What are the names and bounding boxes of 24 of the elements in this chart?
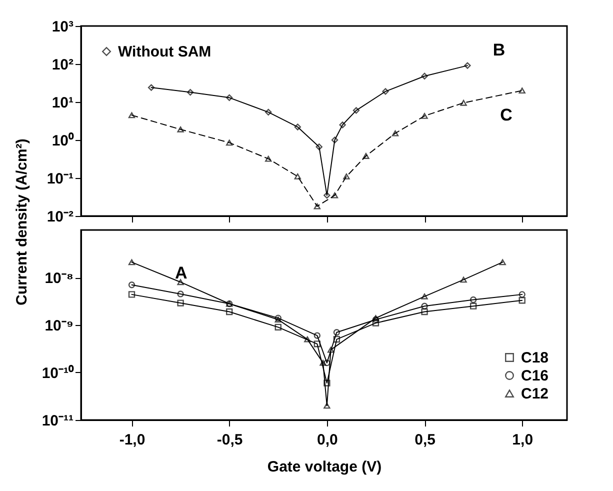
y-tick-label: 10⁻⁸ [44,270,74,287]
y-tick-label: 10⁻¹⁰ [42,364,74,382]
x-tick-label: 0,0 [317,432,338,448]
y-tick-label: 10⁰ [52,132,74,150]
y-tick-label: 10⁻² [46,208,74,226]
x-tick-label: -1,0 [119,432,146,448]
annotation: A [174,264,188,283]
y-tick-label: 10⁻¹ [46,170,74,188]
y-tick-label: 10⁻⁹ [44,318,74,334]
y-axis-title: Current density (A/cm²) [14,138,30,306]
y-tick-label: 10² [52,56,74,74]
x-tick-label: -0,5 [216,432,243,448]
annotation: B [492,40,506,60]
x-tick-label: 1,0 [512,432,534,448]
y-tick-label: 10⁻¹¹ [42,412,74,430]
x-axis-title: Gate voltage (V) [267,458,382,476]
legend-label: C12 [521,386,549,402]
annotation: C [500,105,512,124]
y-tick-label: 10¹ [52,94,74,112]
legend-label: C16 [521,368,549,384]
x-tick-label: 0,5 [414,432,436,448]
legend-label: Without SAM [118,44,212,60]
y-tick-label: 10³ [52,18,74,36]
legend-label: C18 [521,350,549,366]
